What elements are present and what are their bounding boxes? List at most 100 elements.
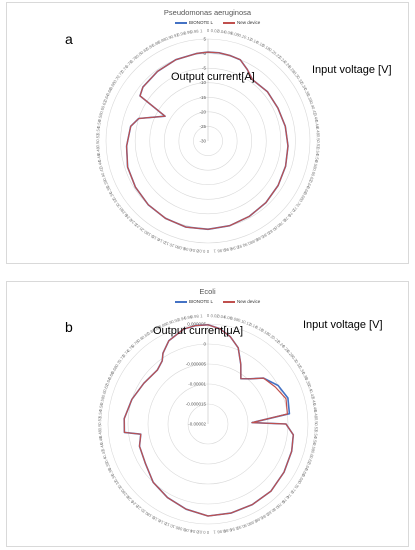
angular-tick-label: 0.44	[313, 113, 320, 123]
angular-tick-label: 0.94	[177, 30, 187, 37]
angular-tick-label: 0.24	[278, 55, 288, 65]
angular-tick-label: 0.08	[176, 525, 186, 532]
angular-tick-label: 0.16	[255, 324, 265, 333]
radial-tick-label: -25	[199, 124, 206, 129]
angular-tick-label: 0.64	[102, 93, 110, 103]
chart-title: Pseudomonas aeruginosa	[163, 8, 252, 17]
angular-tick-label: 0.04	[189, 248, 198, 254]
angular-tick-label: 0.46	[314, 120, 320, 129]
angular-tick-label: 0.92	[236, 243, 246, 250]
angular-tick-label: 0.92	[170, 32, 180, 39]
angular-tick-label: 0.44	[99, 442, 106, 452]
legend-item: New device	[223, 299, 260, 304]
angular-tick-label: 0.14	[249, 37, 259, 45]
angular-tick-label: 0.3	[117, 485, 125, 493]
angular-tick-label: 0.18	[261, 43, 271, 52]
angular-tick-label: 0.94	[177, 315, 187, 322]
angular-tick-label: 0.86	[254, 515, 264, 524]
angular-tick-label: 0.4	[102, 456, 109, 464]
angular-tick-label: 0.86	[152, 324, 162, 333]
angular-tick-label: 0.2	[267, 332, 275, 340]
angular-tick-label: 0.92	[235, 524, 245, 531]
angular-tick-label: 0.74	[121, 348, 131, 358]
angular-tick-label: 0.72	[291, 203, 300, 213]
legend-item: BIONOTE L	[175, 20, 213, 25]
angular-tick-label: 0.14	[249, 322, 259, 330]
angular-tick-label: 0.12	[164, 521, 174, 529]
angular-tick-label: 0.78	[277, 218, 287, 228]
angular-tick-label: 0.56	[96, 119, 102, 128]
angular-tick-label: 0.9	[165, 319, 173, 326]
radial-tick-label: -15	[199, 95, 206, 100]
angular-tick-label: 0.88	[158, 321, 168, 329]
angular-tick-label: 0.82	[265, 508, 275, 517]
radar-chart-b: 0.0000050-0.000005-0.00001-0.000015-0.00…	[97, 313, 319, 535]
angular-tick-label: 1	[213, 249, 216, 254]
angular-tick-label: 0.74	[285, 490, 295, 500]
angular-tick-label: 0.04	[190, 529, 199, 535]
angular-tick-label: 0.92	[170, 317, 180, 324]
angular-tick-label: 0.8	[273, 223, 281, 231]
angular-tick-label: 0.34	[110, 473, 119, 483]
angular-tick-label: 0.28	[287, 64, 297, 74]
angular-tick-label: 0.2	[141, 508, 149, 516]
angular-tick-label: 0.26	[281, 344, 291, 354]
radial-tick-label: -20	[199, 109, 206, 114]
angular-tick-label: 0.84	[145, 43, 155, 52]
angular-tick-label: 0.42	[98, 166, 105, 176]
angular-tick-label: 0.98	[217, 248, 226, 254]
angular-tick-label: 0.96	[223, 527, 233, 534]
angular-tick-label: 0.06	[183, 246, 193, 253]
angular-tick-label: 0.72	[117, 353, 126, 363]
legend-item: BIONOTE L	[175, 299, 213, 304]
chart-title: Ecoli	[199, 287, 216, 296]
angular-tick-label: 0.82	[141, 331, 151, 340]
radial-tick-label: -0.00001	[188, 382, 206, 387]
angular-tick-label: 0.84	[146, 327, 156, 336]
angular-tick-label: 0.04	[217, 28, 226, 34]
angular-tick-label: 0.02	[210, 313, 219, 319]
angular-tick-label: 0.02	[196, 248, 205, 254]
angular-tick-label: 0.12	[242, 319, 252, 327]
angular-tick-label: 0.62	[102, 383, 110, 393]
angular-tick-label: 0.3	[116, 203, 124, 211]
radial-axis-annotation: Output current[A]	[171, 71, 255, 83]
angular-tick-label: 0.34	[108, 191, 117, 201]
angular-tick-label: 0.56	[314, 154, 320, 163]
angular-tick-label: 0.14	[156, 237, 166, 245]
angular-axis-annotation: Input voltage [V]	[312, 64, 392, 76]
angular-tick-label: 0.76	[281, 495, 291, 505]
legend-label: BIONOTE L	[189, 20, 214, 25]
angular-tick-label: 0.64	[304, 461, 312, 471]
angular-tick-label: 0.36	[303, 87, 311, 97]
angular-tick-label: 0.8	[272, 505, 280, 513]
chart-panel-a: Pseudomonas aeruginosa BIONOTE L New dev…	[6, 2, 409, 264]
angular-tick-label: 0.76	[126, 343, 136, 353]
angular-tick-label: 1	[200, 28, 203, 33]
angular-tick-label: 0.06	[223, 314, 233, 321]
angular-tick-label: 0.6	[309, 450, 316, 458]
legend-label: New device	[237, 20, 261, 25]
legend-label: BIONOTE L	[189, 299, 214, 304]
angular-tick-label: 0.6	[99, 107, 106, 115]
angular-tick-label: 0.6	[311, 168, 318, 176]
angular-tick-label: 0.96	[223, 246, 233, 253]
angular-tick-label: 0.98	[216, 529, 225, 535]
angular-tick-label: 0.56	[98, 402, 104, 411]
angular-tick-label: 0.12	[163, 240, 173, 248]
angular-tick-label: 1	[213, 530, 216, 535]
angular-tick-label: 0.08	[230, 315, 240, 322]
series-line-new-device	[123, 324, 294, 517]
angular-tick-label: 0.68	[110, 364, 119, 374]
angular-tick-label: 0.06	[183, 527, 193, 534]
angular-tick-label: 0.94	[230, 245, 240, 252]
angular-tick-label: 0	[207, 28, 210, 33]
angular-tick-label: 0.12	[243, 34, 253, 42]
angular-tick-label: 0.98	[190, 313, 199, 319]
angular-tick-label: 0.02	[211, 28, 220, 34]
angular-tick-label: 0.32	[296, 75, 305, 85]
angular-tick-label: 0.24	[130, 499, 140, 509]
angular-tick-label: 0.66	[302, 185, 310, 195]
angular-tick-label: 0.44	[97, 159, 104, 169]
legend-label: New device	[237, 299, 261, 304]
